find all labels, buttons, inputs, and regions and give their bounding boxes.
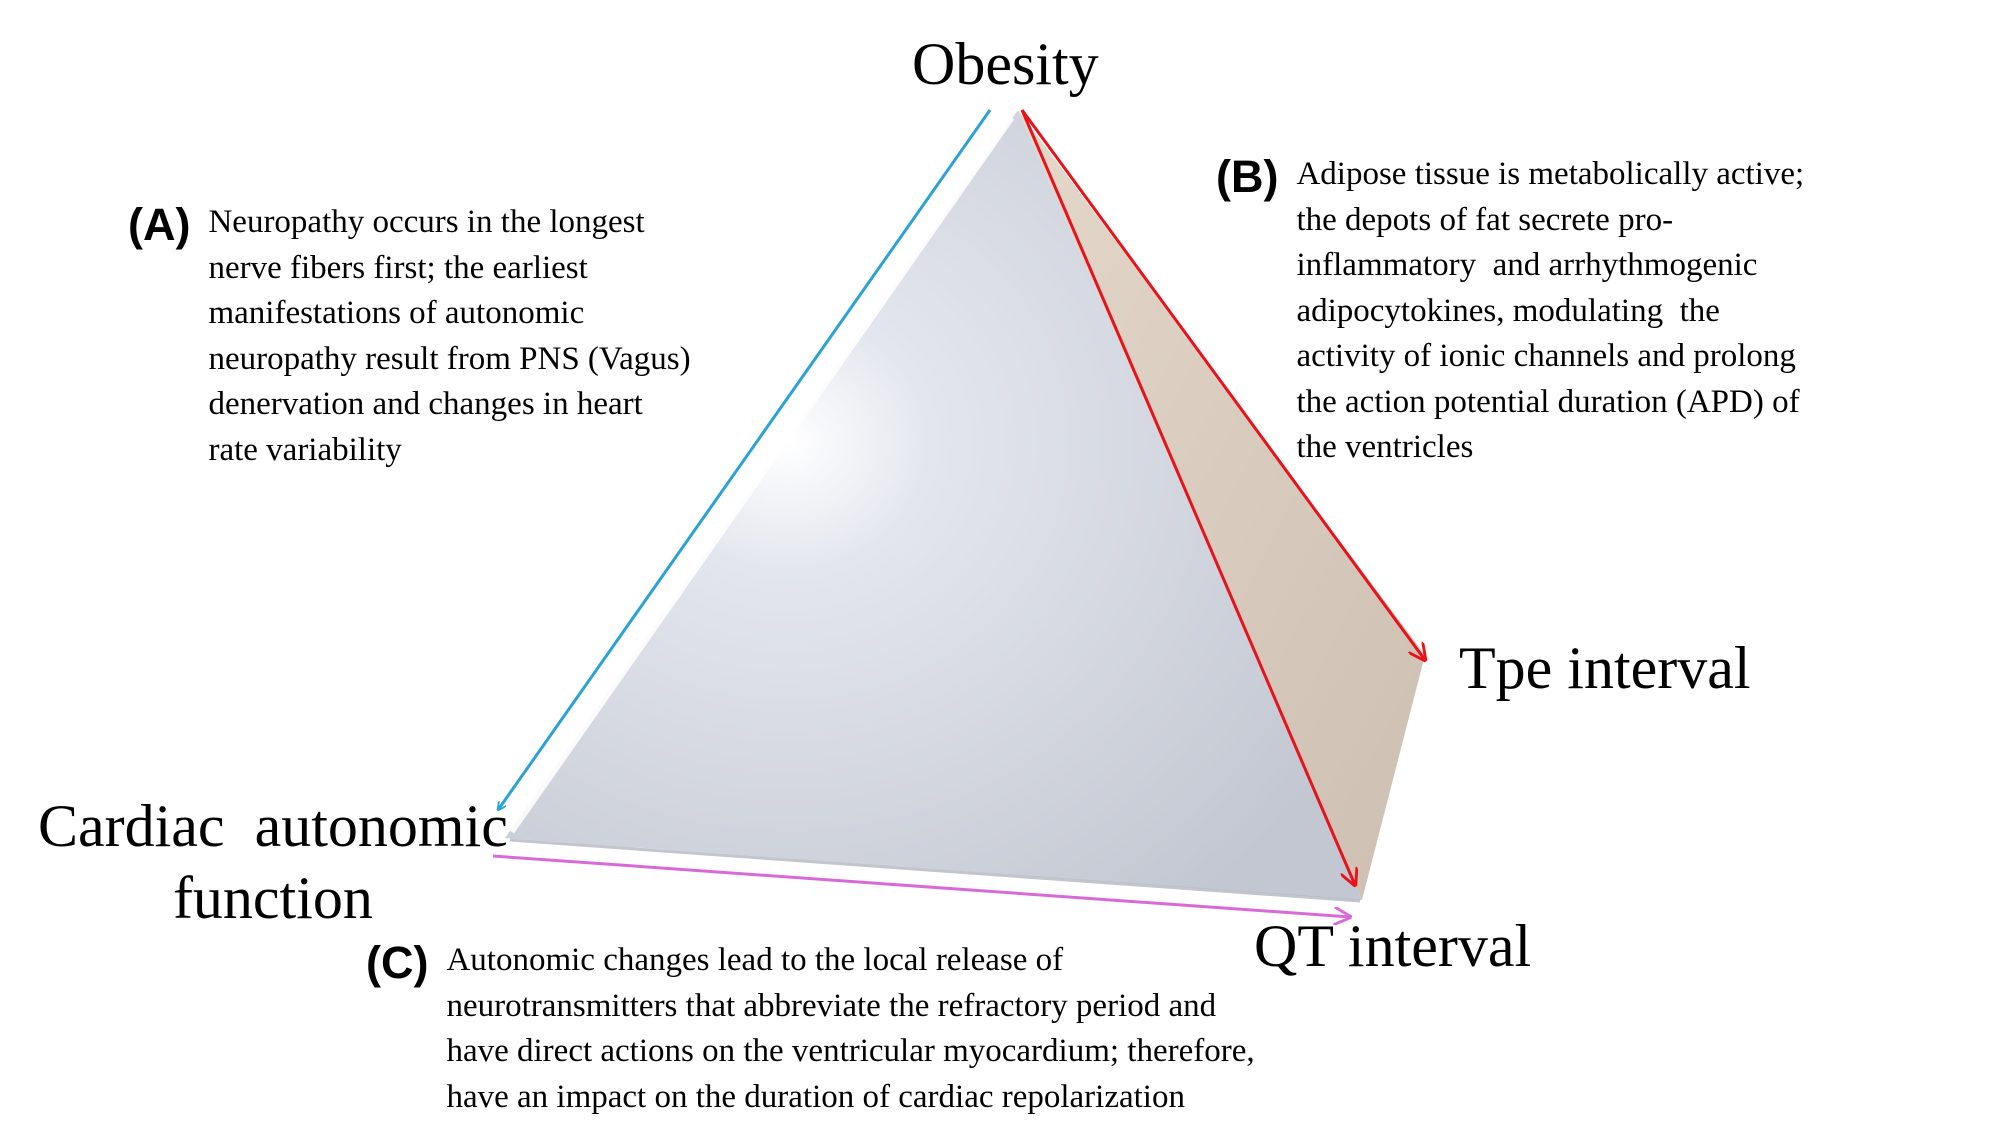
note-a-line: Neuropathy occurs in the longest — [208, 204, 645, 240]
note-a-letter: (A) — [128, 199, 191, 250]
node-cardiac-autonomic-line2: function — [172, 865, 373, 931]
note-b-letter: (B) — [1216, 151, 1279, 202]
note-b-line: the ventricles — [1296, 429, 1474, 465]
note-c-line: neurotransmitters that abbreviate the re… — [446, 987, 1217, 1024]
pyramid-left-edge-highlight — [509, 116, 1015, 834]
arrow-c-autonomic-to-qt — [492, 854, 1350, 917]
arrow-a-obesity-to-autonomic — [498, 109, 992, 810]
note-b: (B) Adipose tissue is metabolically acti… — [1216, 152, 1804, 471]
note-c-letter: (C) — [366, 937, 429, 988]
note-a-line: denervation and changes in heart — [208, 386, 643, 422]
node-cardiac-autonomic-function: Cardiac autonomic function — [38, 790, 508, 934]
node-tpe-interval: Tpe interval — [1459, 635, 1751, 701]
note-a-line: nerve fibers first; the earliest — [208, 249, 588, 286]
node-obesity: Obesity — [912, 31, 1099, 97]
arrow-b-obesity-to-tpe — [1020, 109, 1425, 660]
note-a: (A) Neuropathy occurs in the longest ner… — [128, 200, 691, 473]
note-b-line: the depots of fat secrete pro- — [1296, 201, 1674, 238]
node-cardiac-autonomic-line1: Cardiac autonomic — [38, 793, 508, 859]
note-c-line: have direct actions on the ventricular m… — [446, 1033, 1255, 1069]
note-a-line: rate variability — [208, 431, 402, 468]
note-b-line: inflammatory and arrhythmogenic — [1296, 247, 1758, 283]
note-c-line: Autonomic changes lead to the local rele… — [446, 942, 1064, 978]
note-b-text: Adipose tissue is metabolically active; … — [1296, 152, 1804, 471]
arrow-b-obesity-to-qt — [1020, 109, 1355, 885]
note-c-text: Autonomic changes lead to the local rele… — [446, 938, 1254, 1120]
note-b-line: adipocytokines, modulating the — [1296, 292, 1720, 329]
note-c: (C) Autonomic changes lead to the local … — [366, 938, 1255, 1120]
note-c-line: have an impact on the duration of cardia… — [446, 1078, 1185, 1115]
note-b-line: activity of ionic channels and prolong — [1296, 338, 1796, 374]
note-b-line: the action potential duration (APD) of — [1296, 383, 1800, 420]
note-a-text: Neuropathy occurs in the longest nerve f… — [208, 200, 690, 473]
note-b-line: Adipose tissue is metabolically active; — [1296, 156, 1805, 192]
note-a-line: neuropathy result from PNS (Vagus) — [208, 340, 691, 377]
pyramid-bottom-edge-shade — [509, 838, 1361, 903]
pyramid-front-face — [505, 110, 1362, 900]
note-a-line: manifestations of autonomic — [208, 295, 585, 331]
node-qt-interval: QT interval — [1254, 913, 1532, 979]
pyramid-side-face — [1018, 110, 1425, 900]
